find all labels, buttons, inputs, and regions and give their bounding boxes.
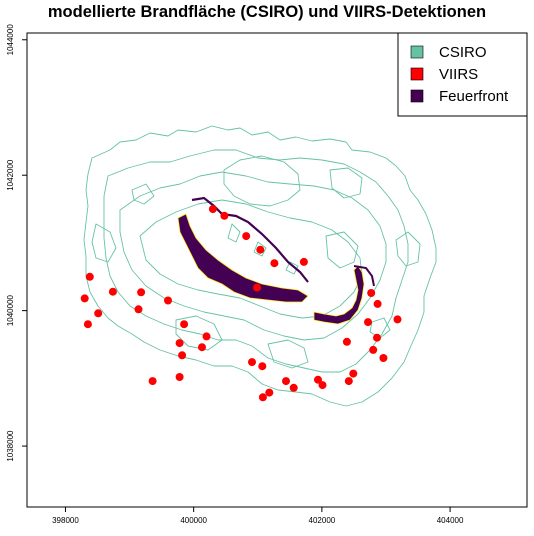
viirs-point: [208, 205, 217, 214]
csiro-contour-7: [325, 231, 359, 269]
viirs-point: [369, 345, 378, 354]
viirs-point: [248, 358, 256, 367]
chart-title: modellierte Brandfläche (CSIRO) und VIIR…: [47, 3, 487, 21]
viirs-point: [265, 388, 274, 397]
x-tick-label: 404000: [437, 516, 464, 525]
csiro-contour-12: [227, 223, 299, 275]
y-tick-label: 1038000: [6, 430, 15, 462]
viirs-point: [379, 354, 388, 362]
csiro-contour-9: [267, 339, 309, 369]
viirs-point: [253, 283, 262, 292]
viirs-point: [178, 351, 187, 360]
csiro-contour-5: [223, 155, 301, 207]
viirs-point: [80, 294, 89, 303]
viirs-point: [373, 299, 382, 308]
csiro-contour-8: [175, 315, 223, 351]
legend-label-viirs: VIIRS: [439, 66, 478, 83]
csiro-outer-contour: [83, 125, 437, 407]
feuerfront-arc: [191, 196, 309, 283]
csiro-contour-13: [131, 183, 391, 339]
viirs-point: [220, 211, 229, 220]
csiro-contour-10: [329, 167, 363, 199]
csiro-contour-2: [103, 149, 409, 373]
viirs-point: [364, 318, 372, 327]
legend: CSIRO VIIRS Feuerfront: [397, 32, 528, 117]
legend-swatch-viirs: [410, 67, 424, 81]
viirs-point: [349, 369, 358, 378]
viirs-point: [393, 315, 402, 324]
x-tick-label: 400000: [180, 516, 207, 525]
plot-frame: [26, 32, 528, 508]
legend-swatch-csiro: [410, 45, 424, 59]
viirs-point: [83, 320, 92, 329]
viirs-point: [175, 373, 184, 381]
viirs-point: [134, 305, 143, 314]
viirs-point: [137, 288, 146, 297]
viirs-detections: [80, 205, 402, 402]
viirs-point: [108, 287, 117, 296]
feuerfront-main: [177, 213, 309, 303]
axes: 398000 400000 402000 404000 1038000 1040000 10…: [6, 24, 464, 525]
viirs-point: [318, 381, 327, 390]
viirs-point: [202, 332, 211, 341]
viirs-point: [373, 333, 381, 342]
viirs-point: [256, 245, 265, 254]
viirs-point: [367, 289, 376, 297]
viirs-point: [344, 377, 353, 386]
legend-swatch-feuerfront: [410, 89, 424, 103]
viirs-point: [314, 375, 322, 384]
feuerfront: [177, 196, 375, 325]
viirs-point: [342, 337, 351, 346]
viirs-point: [242, 232, 251, 241]
viirs-point: [198, 343, 206, 352]
viirs-point: [282, 377, 290, 386]
legend-label-csiro: CSIRO: [439, 44, 487, 61]
viirs-point: [175, 339, 184, 348]
viirs-point: [270, 259, 279, 268]
viirs-point: [299, 257, 308, 266]
viirs-point: [289, 383, 298, 392]
x-tick-label: 402000: [309, 516, 336, 525]
viirs-point: [258, 362, 267, 371]
x-tick-label: 398000: [52, 516, 79, 525]
csiro-contour-3: [119, 171, 387, 341]
viirs-point: [164, 296, 172, 305]
csiro-contour-11: [395, 231, 421, 267]
feuerfront-east-arc: [353, 265, 375, 287]
viirs-point: [180, 320, 189, 329]
csiro-perimeter: [83, 125, 437, 407]
y-tick-label: 1044000: [6, 24, 15, 56]
y-tick-label: 1042000: [6, 159, 15, 191]
viirs-point: [85, 272, 94, 281]
viirs-point: [148, 377, 157, 386]
y-tick-label: 1040000: [6, 294, 15, 326]
csiro-contour-6: [91, 223, 117, 263]
viirs-point: [94, 309, 103, 318]
viirs-point: [258, 393, 267, 402]
legend-label-feuerfront: Feuerfront: [439, 88, 509, 105]
